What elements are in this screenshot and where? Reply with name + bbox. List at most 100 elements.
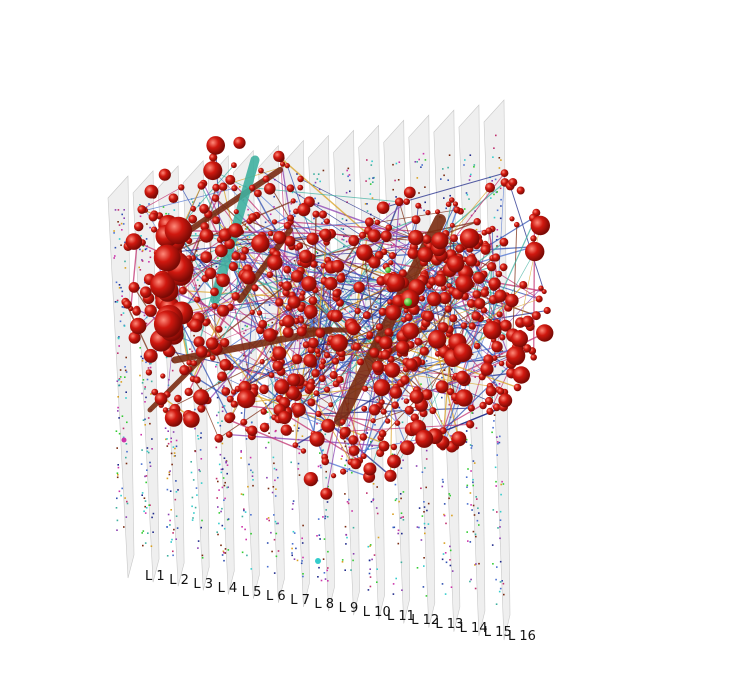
background-dot [125, 456, 127, 459]
network-node [188, 214, 198, 224]
background-dot [148, 203, 150, 205]
background-dot [266, 542, 269, 544]
background-dot [501, 370, 504, 372]
background-dot [420, 207, 422, 209]
background-dot [370, 500, 373, 503]
background-dot [221, 486, 224, 489]
background-dot [144, 388, 146, 390]
network-node [218, 228, 232, 242]
background-dot [239, 360, 241, 362]
network-node [140, 286, 152, 299]
background-dot [496, 566, 498, 568]
background-dot [441, 485, 444, 488]
edge [311, 221, 478, 259]
network-node [368, 404, 381, 416]
background-dot [345, 533, 347, 536]
network-node [307, 398, 316, 407]
background-dot [318, 394, 320, 397]
network-node [144, 304, 157, 317]
network-node [390, 443, 398, 451]
edge [279, 201, 407, 303]
background-dot [450, 435, 452, 437]
network-node [535, 295, 543, 303]
background-dot [451, 570, 454, 572]
background-dot [371, 387, 373, 389]
background-dot [201, 557, 204, 559]
background-dot [152, 512, 155, 515]
background-dot [145, 247, 148, 250]
background-dot [451, 368, 453, 371]
layer-label: L 13 [435, 617, 463, 632]
background-dot [147, 451, 150, 454]
background-dot [472, 460, 475, 462]
background-dot [220, 471, 223, 474]
network-node [319, 228, 332, 241]
background-dot [392, 526, 394, 529]
background-dot [395, 196, 397, 198]
background-dot [474, 564, 476, 566]
network-node [251, 284, 259, 292]
background-dot [475, 535, 477, 538]
network-node [525, 241, 545, 262]
background-dot [388, 203, 391, 205]
network-node [451, 431, 467, 447]
network-node [321, 418, 336, 433]
background-dot [345, 191, 348, 194]
background-dot [373, 554, 376, 556]
background-dot [123, 306, 125, 309]
network-node [204, 267, 217, 280]
background-dot [344, 569, 346, 571]
background-dot [323, 572, 326, 574]
background-dot [324, 515, 327, 518]
edge [235, 211, 352, 326]
network-node [403, 398, 410, 405]
background-dot [392, 163, 394, 166]
background-dot [292, 269, 294, 271]
background-dot [418, 158, 420, 161]
background-dot [115, 507, 118, 509]
edge [300, 178, 416, 238]
edge [324, 347, 355, 462]
network-node [485, 182, 495, 193]
background-dot [200, 458, 203, 460]
network-node [485, 227, 493, 235]
background-dot [368, 559, 371, 562]
background-dot [346, 536, 348, 539]
network-node [350, 458, 362, 470]
background-dot [268, 304, 271, 306]
background-dot [275, 488, 277, 490]
background-dot [423, 506, 426, 508]
background-dot [494, 364, 497, 367]
network-node [486, 407, 494, 415]
background-dot [113, 232, 115, 234]
network-node [212, 216, 221, 225]
background-dot [319, 538, 321, 540]
network-node [226, 431, 233, 438]
background-dot [367, 545, 370, 548]
background-dot [345, 459, 348, 462]
background-dot [221, 554, 224, 556]
background-dot [141, 382, 144, 384]
background-dot [142, 544, 144, 547]
network-node [231, 162, 237, 169]
background-dot [491, 180, 493, 182]
background-dot [474, 533, 477, 536]
network-node [479, 401, 487, 410]
network-node [361, 405, 368, 412]
network-node [394, 420, 401, 426]
background-dot [424, 532, 426, 535]
background-dot [317, 518, 320, 520]
network-node [521, 315, 534, 328]
network-node [287, 214, 295, 222]
network-node [541, 289, 547, 295]
background-dot [170, 441, 172, 443]
background-dot [195, 250, 198, 252]
background-dot [346, 501, 349, 503]
edge [262, 254, 380, 325]
background-dot [369, 585, 372, 588]
background-dot [275, 468, 278, 471]
background-dot [394, 499, 397, 502]
background-dot [376, 486, 378, 488]
background-dot [118, 378, 121, 380]
